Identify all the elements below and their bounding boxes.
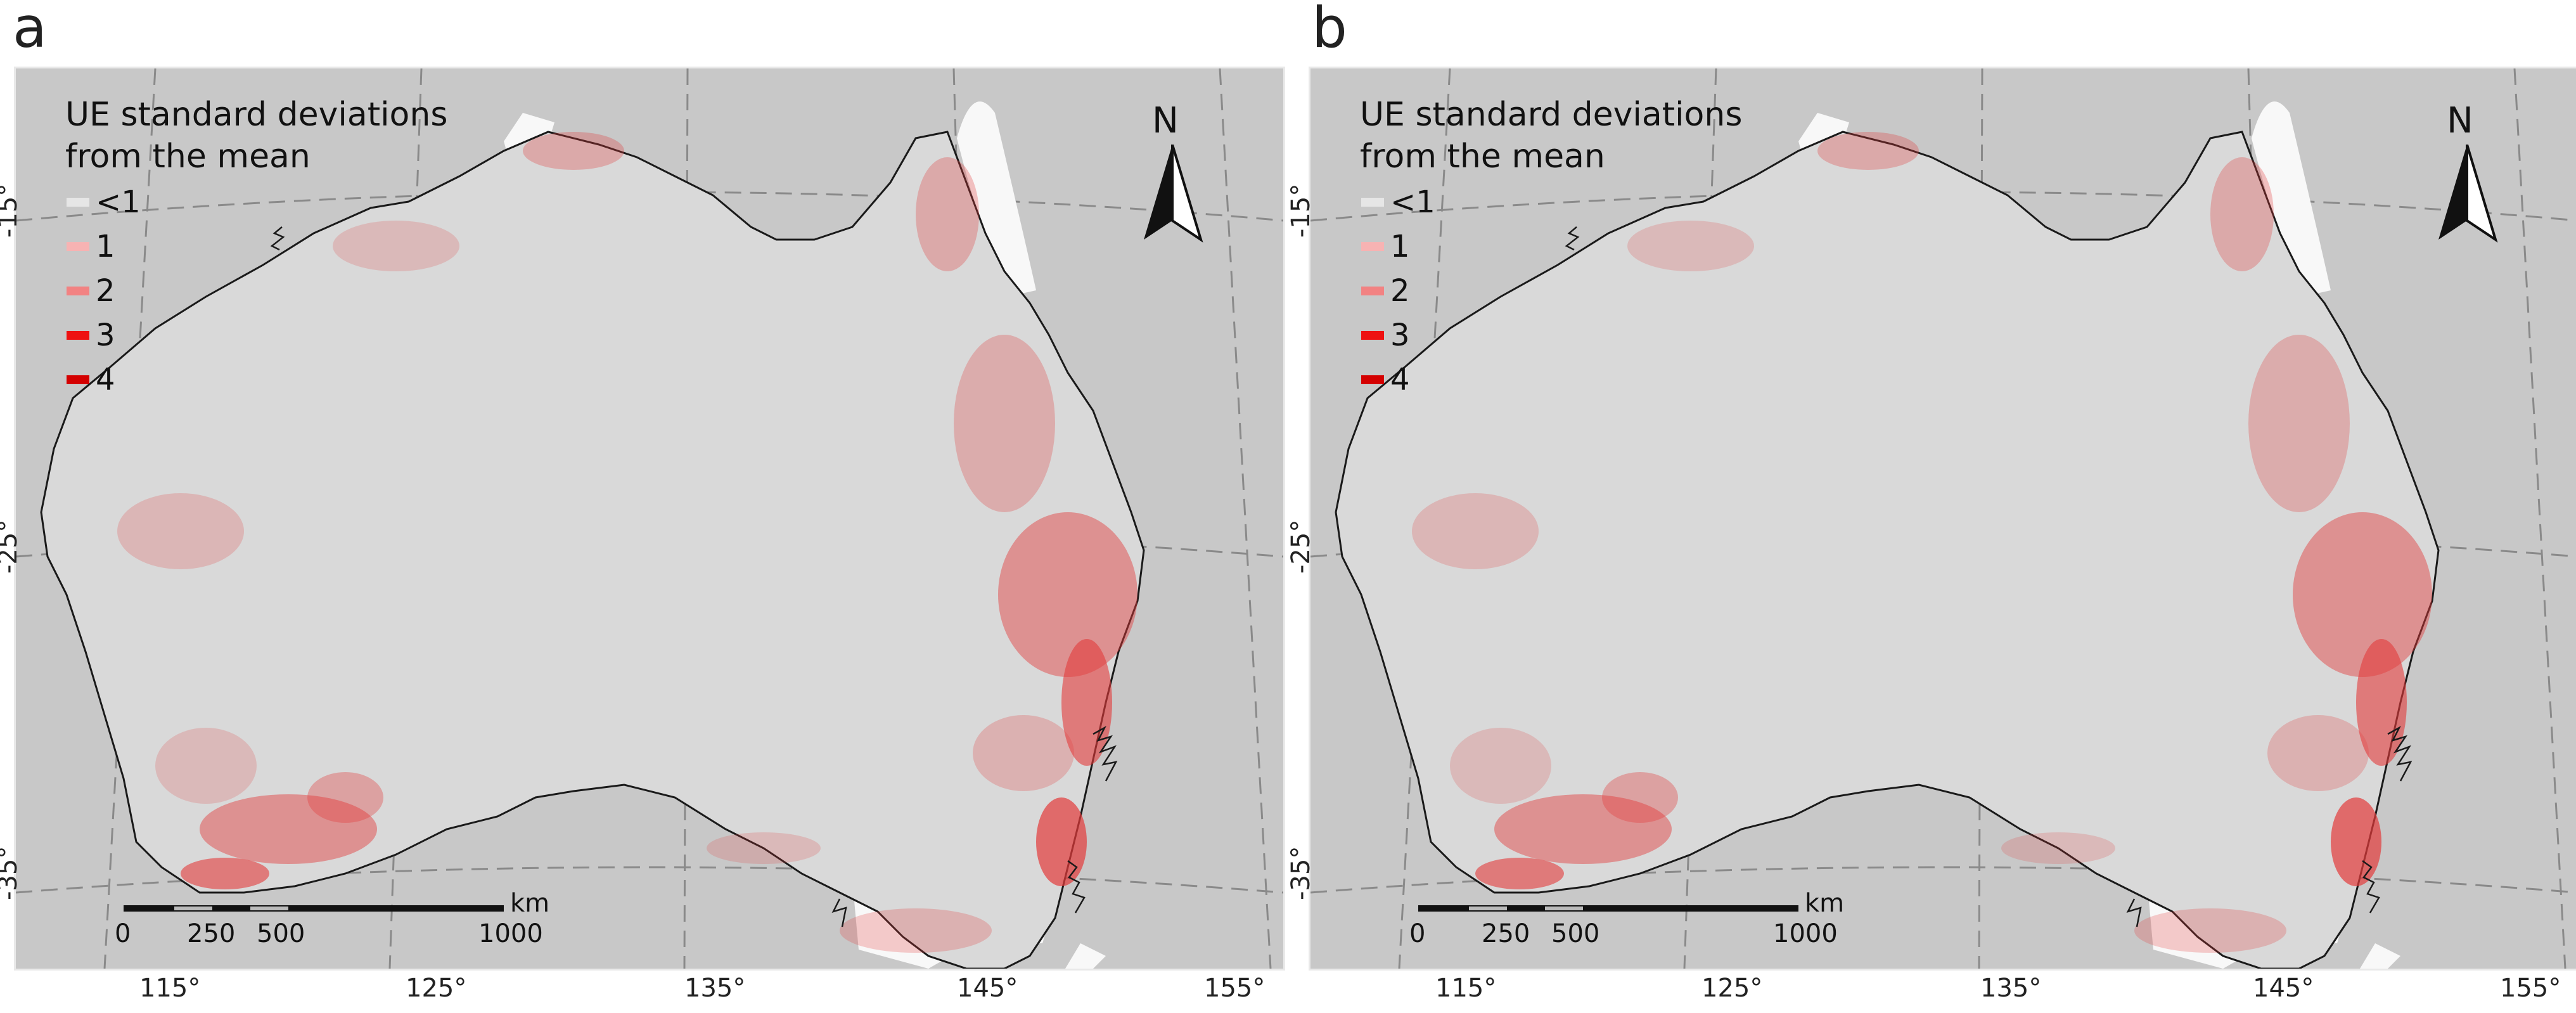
legend-swatch <box>1361 287 1384 295</box>
legend-label: <1 <box>1390 184 1435 220</box>
scale-label-500: 500 <box>257 919 305 948</box>
australia-land <box>1335 131 2440 969</box>
legend-label: 1 <box>96 229 115 264</box>
scale-label-0: 0 <box>1409 919 1426 948</box>
lon-label: 115° <box>139 974 201 1003</box>
graticule-line-lon-155 <box>2513 68 2566 969</box>
lat-label: -25° <box>1286 519 1316 574</box>
north-arrow-shape <box>2438 145 2498 243</box>
north-arrow-shape <box>1144 145 1203 243</box>
legend-label: 3 <box>1390 318 1410 353</box>
legend-swatch <box>1361 242 1384 251</box>
north-letter: N <box>2447 100 2473 141</box>
legend-item: 1 <box>1361 227 1551 271</box>
legend-swatch <box>67 198 89 207</box>
legend-item: 2 <box>1361 271 1551 316</box>
legend-swatch <box>1361 375 1384 384</box>
lat-label: -25° <box>0 519 23 574</box>
legend-swatch <box>67 242 89 251</box>
map-panel-a: UE standard deviations from the mean <1 … <box>14 67 1285 971</box>
legend-title: UE standard deviations from the mean <box>1360 94 1804 177</box>
legend-item: <1 <box>1361 183 1551 227</box>
hotspot-layer <box>1412 132 2432 953</box>
legend-label: 4 <box>96 362 115 397</box>
lon-label: 155° <box>1204 974 1266 1003</box>
legend-item: 4 <box>67 360 257 404</box>
legend-item: <1 <box>67 183 257 227</box>
map-canvas <box>16 68 1283 969</box>
legend-label: <1 <box>96 184 141 220</box>
lon-label: 135° <box>1980 974 2042 1003</box>
map-panel-b: UE standard deviations from the mean <1 … <box>1309 67 2576 971</box>
legend-title-line2: from the mean <box>1360 138 1605 176</box>
coastline-detail <box>1565 226 2413 927</box>
hotspot-layer <box>117 132 1137 953</box>
australia-land <box>40 131 1145 969</box>
north-arrow-icon: N <box>2429 100 2505 246</box>
legend-label: 3 <box>96 318 115 353</box>
legend-label: 2 <box>96 273 115 309</box>
scale-unit: km <box>1805 889 1845 918</box>
graticule-line-lon-115 <box>1398 68 1451 969</box>
lat-label: -15° <box>0 183 23 238</box>
legend: <1 1 2 3 4 <box>1361 183 1551 404</box>
lat-label: -35° <box>1286 846 1316 900</box>
lat-label: -15° <box>1286 183 1316 238</box>
legend-label: 4 <box>1390 362 1410 397</box>
lon-label: 125° <box>406 974 467 1003</box>
lon-label: 115° <box>1435 974 1497 1003</box>
legend-item: 1 <box>67 227 257 271</box>
panel-a-label: a <box>13 0 47 60</box>
graticule-line-lon-115 <box>103 68 157 969</box>
legend-title-line1: UE standard deviations <box>1360 96 1743 134</box>
scale-bar-line <box>1418 905 1798 912</box>
scale-unit: km <box>510 889 550 918</box>
north-arrow-icon: N <box>1134 100 1210 246</box>
coastline-detail <box>270 226 1118 927</box>
lon-label: 135° <box>684 974 746 1003</box>
scale-label-1000: 1000 <box>478 919 543 948</box>
lon-label: 125° <box>1701 974 1763 1003</box>
graticule-line-lon-135 <box>683 68 689 969</box>
legend-item: 3 <box>67 316 257 360</box>
map-canvas <box>1310 68 2576 969</box>
legend-swatch <box>67 331 89 340</box>
lon-label: 145° <box>2253 974 2314 1003</box>
scale-label-0: 0 <box>115 919 131 948</box>
scale-bar-line <box>124 905 504 912</box>
legend-title-line2: from the mean <box>65 138 311 176</box>
legend-swatch <box>67 375 89 384</box>
legend-swatch <box>67 287 89 295</box>
legend-title-line1: UE standard deviations <box>65 96 448 134</box>
legend-label: 2 <box>1390 273 1410 309</box>
scale-label-500: 500 <box>1551 919 1600 948</box>
legend-item: 2 <box>67 271 257 316</box>
legend-item: 4 <box>1361 360 1551 404</box>
north-letter: N <box>1152 100 1179 141</box>
lat-label: -35° <box>0 846 23 900</box>
legend-title: UE standard deviations from the mean <box>65 94 509 177</box>
legend-item: 3 <box>1361 316 1551 360</box>
scale-label-1000: 1000 <box>1773 919 1838 948</box>
legend-swatch <box>1361 331 1384 340</box>
legend-label: 1 <box>1390 229 1410 264</box>
scale-bar: 0 250 500 1000 km <box>1409 889 1844 969</box>
lon-label: 145° <box>957 974 1018 1003</box>
scale-bar: 0 250 500 1000 km <box>115 889 549 969</box>
scale-label-250: 250 <box>1482 919 1530 948</box>
legend: <1 1 2 3 4 <box>67 183 257 404</box>
scale-label-250: 250 <box>187 919 236 948</box>
graticule-line-lon-135 <box>1978 68 1983 969</box>
panel-b-label: b <box>1312 0 1347 60</box>
legend-swatch <box>1361 198 1384 207</box>
graticule-line-lon-155 <box>1219 68 1272 969</box>
lon-label: 155° <box>2500 974 2561 1003</box>
